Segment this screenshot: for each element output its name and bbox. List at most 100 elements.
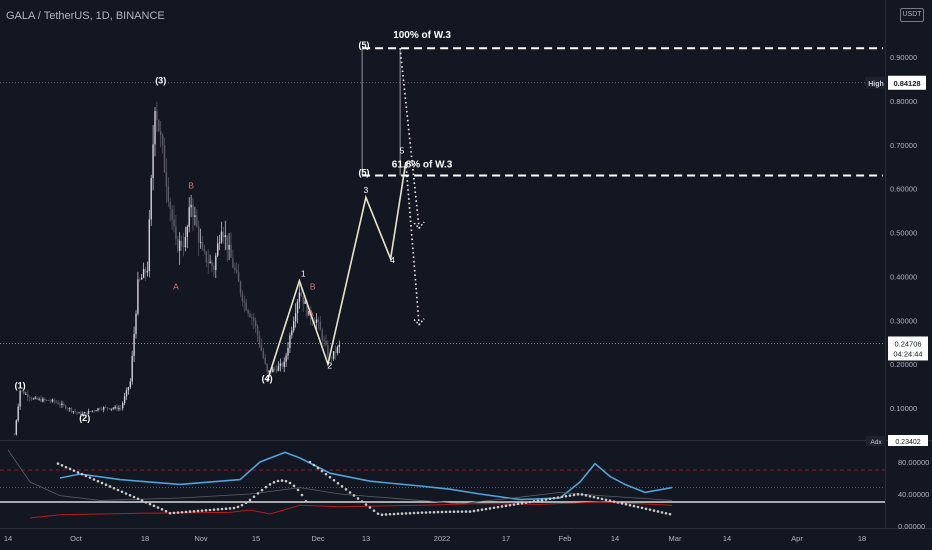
osc-dot [352,494,356,497]
osc-dot [264,485,268,489]
candle-body [205,251,207,263]
candle-body [220,231,223,243]
candle-body [274,368,276,370]
osc-dot [316,466,320,470]
candle-body [46,400,48,401]
candle-body [68,408,71,410]
osc-dot [544,498,548,501]
x-tick-label: 17 [502,534,510,543]
candle-body [30,398,33,400]
candle-body [313,321,316,323]
candle-body [241,293,244,302]
osc-dot [448,510,452,514]
osc-dot [572,493,576,497]
osc-dot [600,497,604,501]
candle-body [139,279,141,281]
candle-body [123,396,126,404]
x-tick-label: 15 [252,534,260,543]
candle-body [47,400,50,401]
candle-body [146,271,149,273]
candle-body [209,261,211,264]
osc-dot [308,460,312,464]
candle-body [247,310,249,314]
projection-dotted-line [399,48,420,229]
osc-dot [568,494,572,497]
osc-dot [484,507,488,511]
osc-dot [120,490,124,494]
candle-body [161,135,164,146]
candle-body [51,399,54,402]
candle-body [336,347,339,353]
projection-path [266,162,407,382]
candle-body [196,215,198,227]
candle-body [321,330,323,341]
projection-dotted-line [405,162,420,325]
x-tick-label: Feb [559,534,572,543]
osc-dot [236,505,240,509]
candle-body [325,340,327,346]
osc-dot [64,465,68,469]
osc-dot [108,485,112,488]
candle-body [80,412,82,416]
candle-body [152,144,154,179]
high-value: 0.84128 [893,79,920,88]
osc-dot [368,506,372,509]
osc-dot [344,488,348,491]
osc-dot [100,481,104,485]
osc-dot [608,499,612,503]
osc-dot [152,504,156,508]
osc-dot [440,510,444,514]
osc-dot [480,508,484,511]
osc-dot [116,488,120,492]
osc-dot [560,495,564,499]
candle-body [332,351,335,359]
candles [13,101,340,436]
osc-dot [292,484,296,488]
currency-badge[interactable]: USDT [900,8,924,22]
osc-dot [148,502,152,506]
candle-body [114,406,116,409]
candle-body [131,355,133,382]
candle-body [127,387,130,391]
candle-body [184,236,187,248]
candle-body [319,321,321,331]
candle-body [294,313,297,322]
osc-dot [320,469,324,473]
candle-body [272,368,274,373]
adx-value-box [888,435,928,446]
osc-dotted-curve [56,460,672,516]
candle-body [118,408,120,410]
osc-dot [504,504,508,508]
candle-body [262,350,264,358]
candle-body [59,404,61,406]
candle-body [133,333,135,356]
candle-body [302,295,304,304]
osc-dot [460,510,464,513]
y-tick-label: 0.10000 [890,404,917,413]
osc-dot [540,498,544,502]
candle-body [76,411,78,413]
candle-body [215,255,217,271]
candle-body [218,242,221,244]
osc-dot [424,511,428,514]
candle-body [171,208,173,220]
candle-body [101,409,103,411]
candle-body [70,408,73,412]
osc-y-tick-label: 0.00000 [898,522,925,531]
osc-dot [644,507,648,511]
osc-dot [476,509,480,512]
osc-y-tick-label: 40.00000 [898,490,929,499]
candle-body [82,413,84,416]
candle-body [158,119,160,132]
fib-100-label: 100% of W.3 [393,30,451,41]
osc-dot [80,472,84,476]
osc-dot [596,496,600,500]
osc-dot [388,512,392,516]
candle-body [230,244,232,258]
candle-body [226,235,228,250]
high-label: High [868,81,884,88]
osc-dot [656,510,660,513]
candle-body [304,301,306,304]
osc-dot [492,506,496,510]
candle-body [188,207,190,227]
